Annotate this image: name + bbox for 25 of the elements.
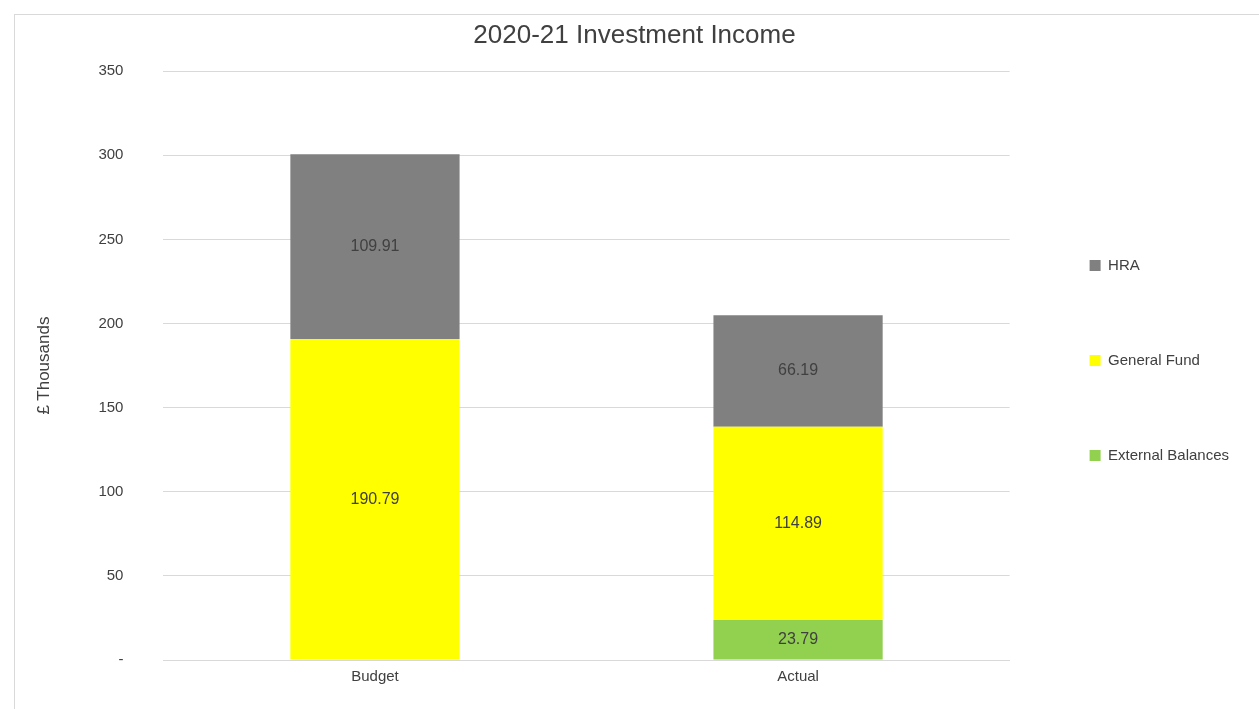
bar xyxy=(713,619,883,660)
bar xyxy=(713,426,883,620)
bar xyxy=(290,339,460,660)
y-tick-label: - xyxy=(118,650,124,668)
y-tick-label: 300 xyxy=(98,145,124,163)
y-tick-label: 100 xyxy=(98,481,124,499)
y-tick-label: 200 xyxy=(98,313,124,331)
y-tick-label: 50 xyxy=(106,566,124,584)
y-tick-label: 350 xyxy=(98,61,124,79)
data-label: 109.91 xyxy=(350,236,400,254)
data-label: 190.79 xyxy=(350,489,400,507)
y-axis-title: £ Thousands xyxy=(33,316,53,415)
x-tick-label: Budget xyxy=(351,667,400,685)
chart-title: 2020-21 Investment Income xyxy=(473,18,796,49)
data-label: 66.19 xyxy=(778,361,819,379)
bar xyxy=(290,154,460,340)
y-tick-label: 150 xyxy=(98,397,124,415)
bar xyxy=(713,315,883,427)
data-label: 114.89 xyxy=(774,513,823,531)
legend-label: External Balances xyxy=(1108,445,1230,463)
legend-label: General Fund xyxy=(1108,350,1200,368)
legend-label: HRA xyxy=(1108,255,1140,273)
x-tick-label: Actual xyxy=(777,667,819,685)
y-tick-label: 250 xyxy=(98,229,124,247)
data-label: 23.79 xyxy=(778,630,819,648)
